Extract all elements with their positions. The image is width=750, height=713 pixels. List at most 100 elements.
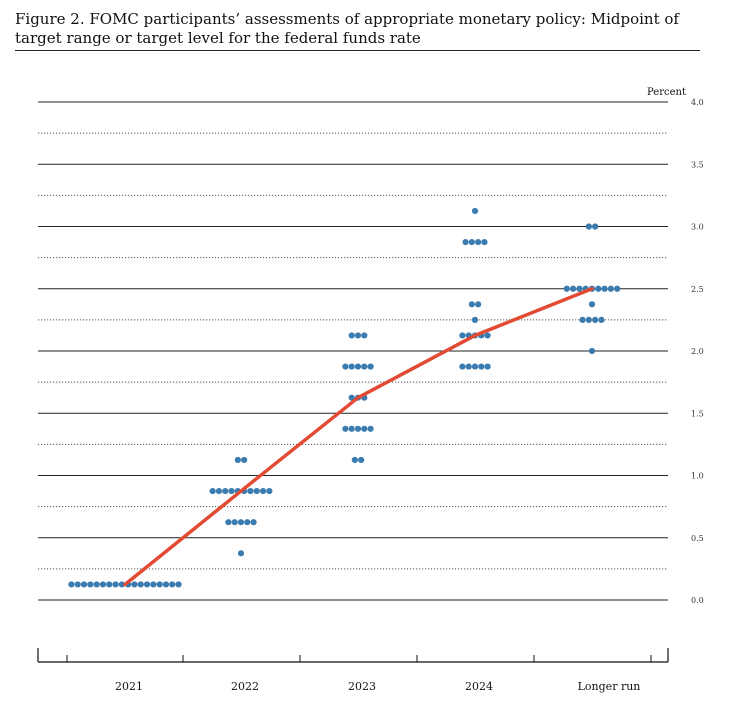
participant-dot [234, 456, 241, 464]
participant-dot [468, 301, 475, 308]
participant-dot [348, 394, 355, 401]
participant-dot [222, 487, 229, 495]
y-tick-label: 0.0 [691, 596, 704, 605]
participant-dot [358, 456, 365, 464]
participant-dot [74, 581, 81, 588]
participant-dot [228, 487, 235, 495]
participant-dot [231, 519, 238, 526]
participant-dot [348, 363, 355, 370]
median-line [123, 287, 594, 587]
participant-dot [99, 581, 107, 588]
participant-dot [266, 487, 273, 495]
participant-dot [471, 316, 479, 323]
x-axis [37, 648, 669, 663]
gridlines [38, 101, 668, 601]
participant-dot [87, 581, 94, 588]
participant-dot [247, 487, 254, 495]
participant-dot [475, 301, 482, 308]
participant-dot [348, 332, 355, 339]
y-tick-label: 1.5 [691, 409, 704, 418]
participant-dot [150, 581, 157, 588]
x-category-label: 2021 [115, 680, 143, 693]
participant-dot [250, 519, 257, 526]
participant-dot [342, 363, 349, 370]
participant-dot [459, 332, 466, 339]
participant-dot [80, 581, 88, 588]
participant-dot [607, 285, 615, 292]
participant-dot [478, 363, 485, 370]
y-tick-label: 4.0 [691, 98, 704, 107]
participant-dot [112, 581, 119, 588]
participant-dot [471, 363, 479, 370]
participant-dot [244, 519, 251, 526]
participant-dot [588, 347, 596, 355]
participant-dot [471, 207, 479, 215]
participant-dot [225, 519, 232, 526]
participant-dot [598, 316, 605, 323]
participant-dot [465, 363, 472, 370]
x-category-labels: 2021 2022 2023 2024 Longer run [115, 680, 640, 693]
participant-dot [462, 238, 469, 246]
participant-dot [576, 285, 583, 292]
participant-dot [475, 238, 482, 246]
participant-dot [361, 363, 368, 370]
participant-dot [175, 581, 182, 588]
participant-dot [237, 519, 245, 526]
participant-dot [614, 285, 621, 292]
participant-dot [354, 425, 362, 432]
participant-dot [354, 363, 362, 370]
y-tick-label: 3.5 [691, 160, 704, 169]
x-category-label: Longer run [578, 680, 641, 693]
participant-dots [68, 207, 621, 588]
participant-dot [354, 332, 362, 339]
participant-dot [348, 425, 355, 432]
participant-dot [162, 581, 170, 588]
participant-dot [563, 285, 570, 292]
participant-dot [93, 581, 100, 588]
participant-dot [367, 363, 374, 370]
participant-dot [484, 332, 491, 339]
y-tick-label: 0.5 [691, 534, 704, 543]
participant-dot [585, 223, 592, 230]
participant-dot [351, 456, 358, 464]
participant-dot [481, 238, 488, 246]
participant-dot [68, 581, 75, 588]
participant-dot [468, 238, 475, 246]
participant-dot [215, 487, 223, 495]
participant-dot [137, 581, 144, 588]
y-tick-label: 2.5 [691, 285, 704, 294]
participant-dot [259, 487, 267, 495]
y-unit-label: Percent [647, 87, 686, 98]
x-category-label: 2022 [231, 680, 259, 693]
participant-dot [342, 425, 349, 432]
participant-dot [131, 581, 138, 588]
participant-dot [169, 581, 176, 588]
title-rule [15, 50, 700, 51]
participant-dot [592, 316, 599, 323]
participant-dot [237, 550, 245, 557]
participant-dot [361, 332, 368, 339]
participant-dot [143, 581, 151, 588]
participant-dot [592, 223, 599, 230]
participant-dot [595, 285, 602, 292]
y-tick-label: 3.0 [691, 223, 704, 232]
y-tick-labels: 0.0 0.5 1.0 1.5 2.0 2.5 3.0 3.5 4.0 [691, 98, 704, 605]
participant-dot [209, 487, 216, 495]
participant-dot [570, 285, 577, 292]
participant-dot [106, 581, 113, 588]
participant-dot [367, 425, 374, 432]
participant-dot [118, 581, 125, 588]
participant-dot [241, 456, 248, 464]
participant-dot [156, 581, 163, 588]
participant-dot [585, 316, 592, 323]
participant-dot [253, 487, 260, 495]
x-category-label: 2023 [348, 680, 376, 693]
y-tick-label: 2.0 [691, 347, 704, 356]
participant-dot [601, 285, 608, 292]
figure-title: Figure 2. FOMC participants’ assessments… [15, 10, 679, 47]
participant-dot [484, 363, 491, 370]
y-tick-label: 1.0 [691, 472, 704, 481]
participant-dot [588, 301, 596, 308]
participant-dot [361, 425, 368, 432]
